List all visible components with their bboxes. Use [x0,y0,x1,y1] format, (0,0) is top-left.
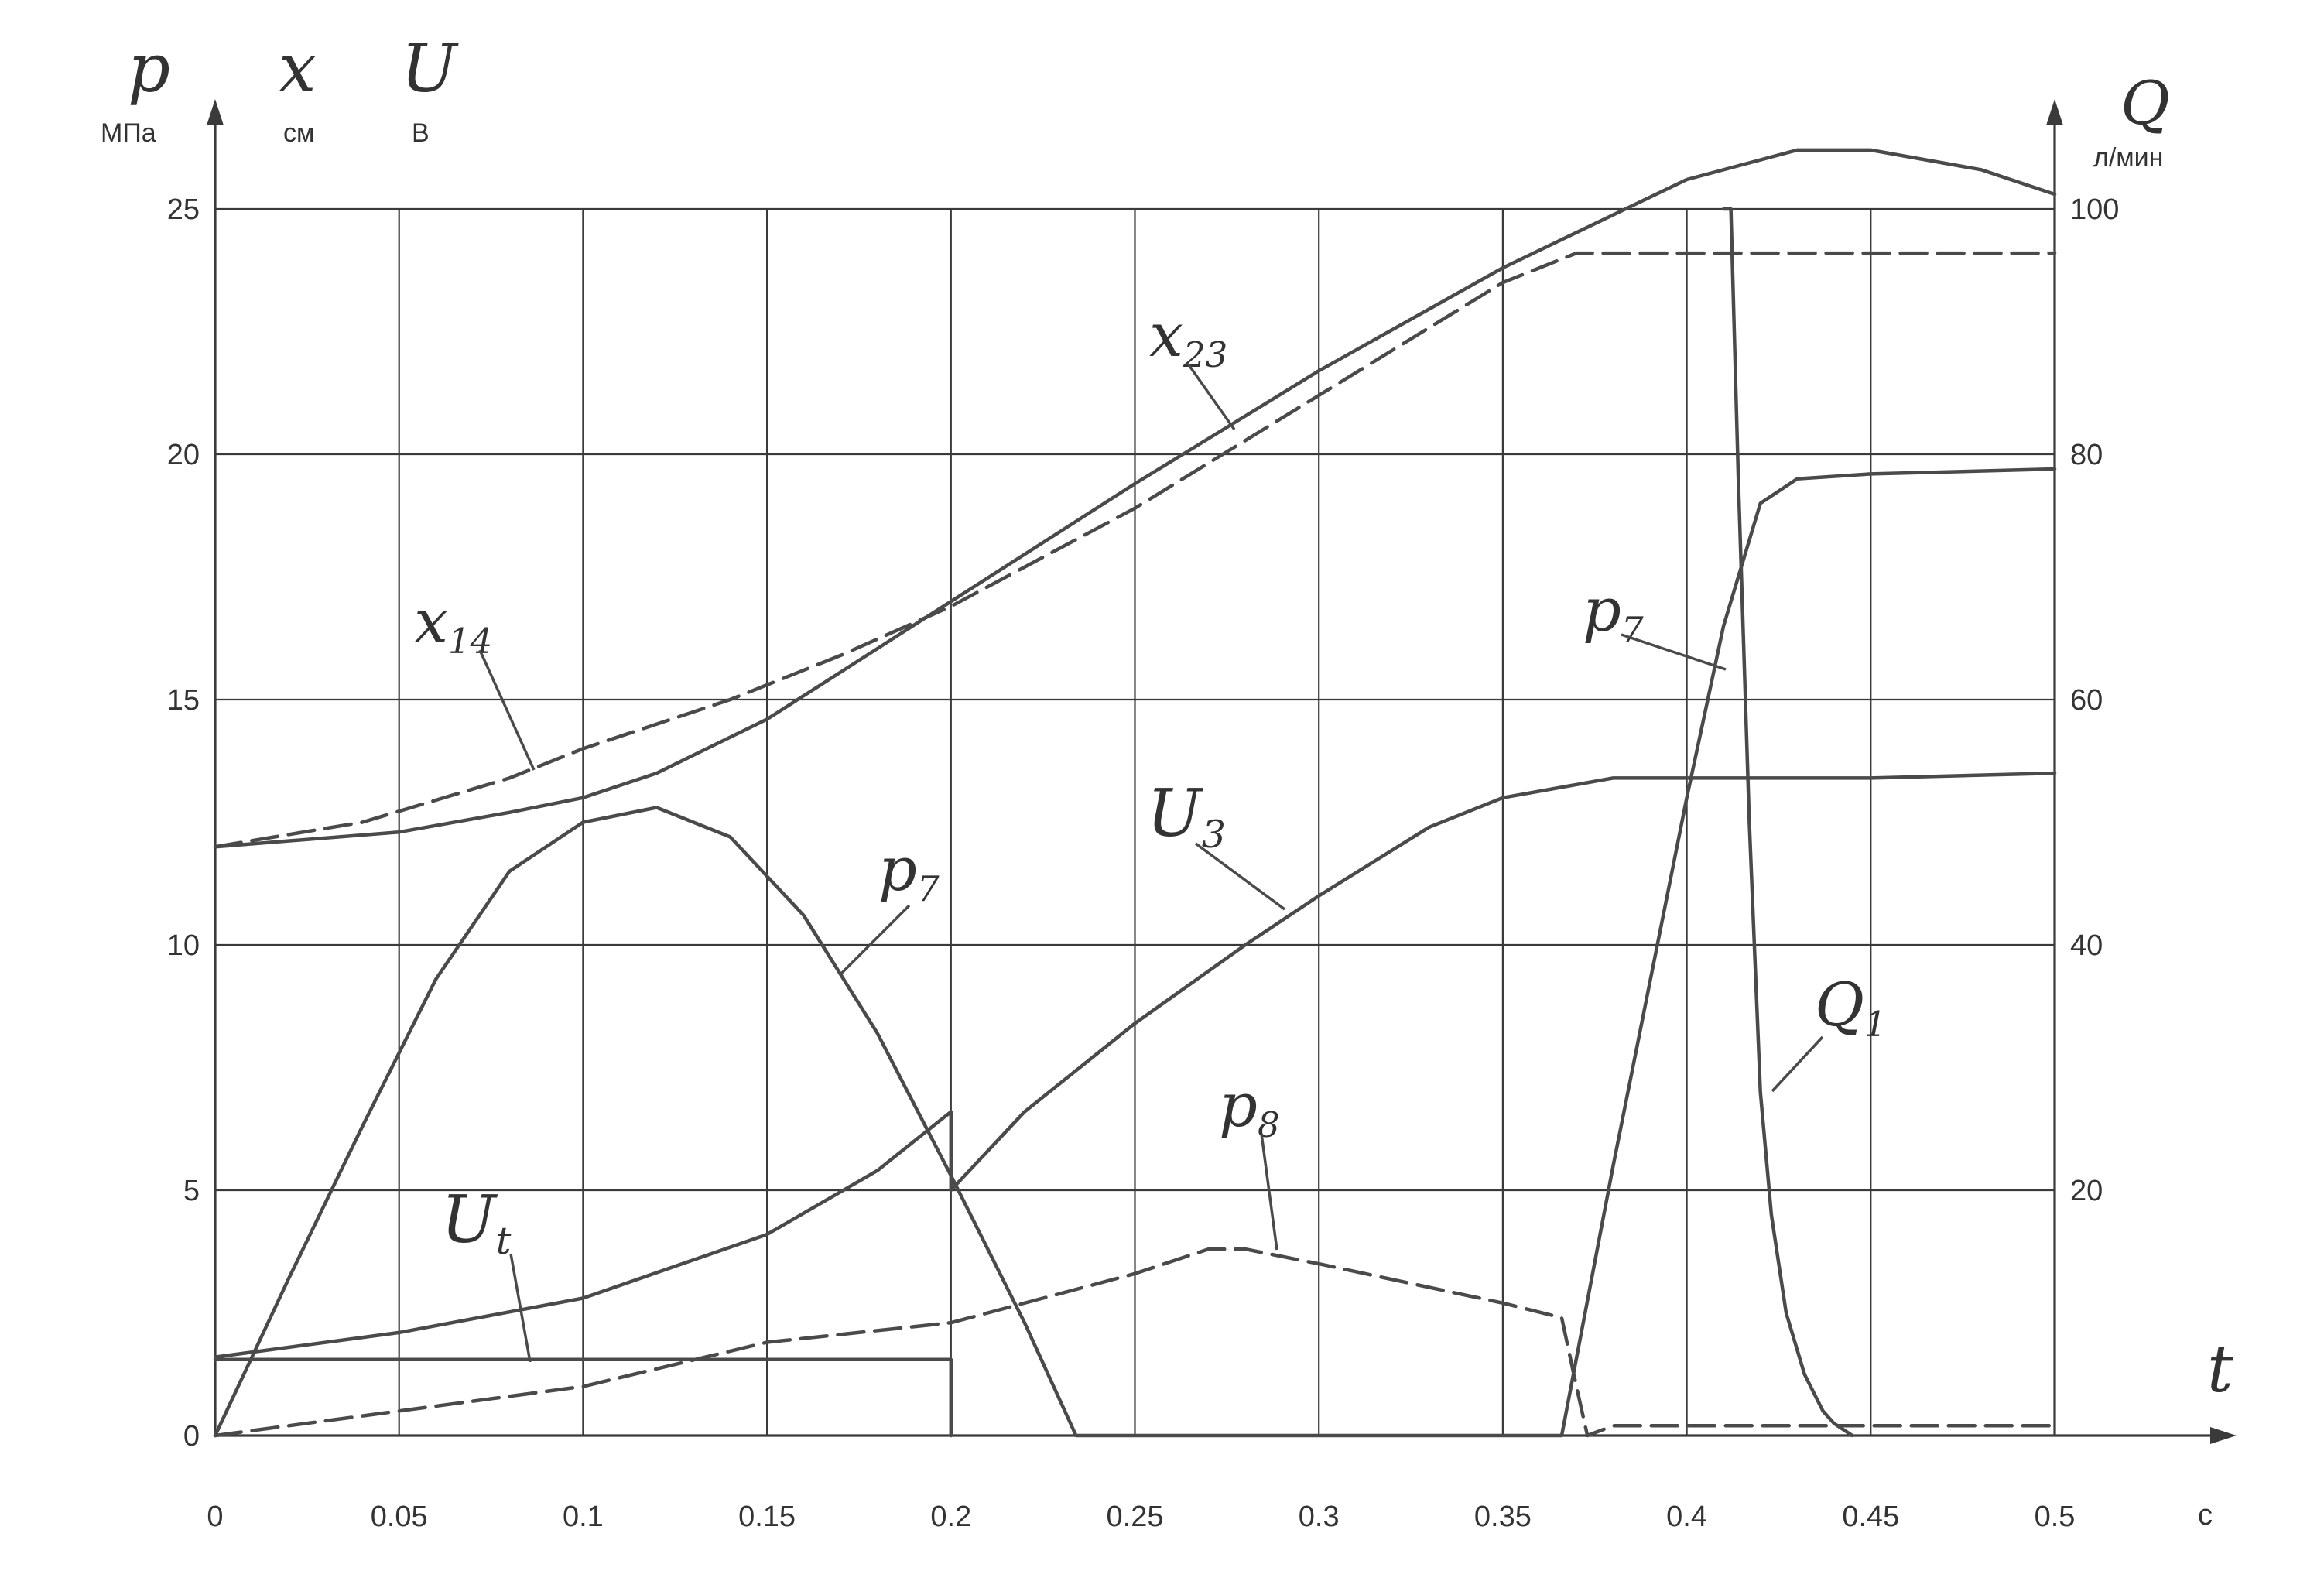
series-lines [213,148,2057,1438]
curve-label-leader [478,649,536,771]
curve-label: x23 [1149,301,1227,375]
left-axis-unit-x: см [283,118,314,148]
curve-label: U3 [1147,775,1226,857]
x-tick-label: 0.35 [1474,1501,1532,1533]
curve-label-leader [1771,1035,1824,1093]
curve-label-leader [1186,362,1236,431]
left-axis-title-p: p [128,30,170,108]
curve-label: x14 [414,587,492,662]
series-line-p8 [213,1247,2057,1438]
right-axis-arrow [2046,99,2063,125]
right-tick-label: 20 [2070,1175,2103,1207]
curve-annotations: x23 x14 p7 U3 p7 Q1 p8 Ut [414,301,1887,1363]
curve-label: p8 [1219,1071,1280,1145]
right-axis-unit-q: л/мин [2093,143,2163,173]
curve-label: Ut [441,1182,512,1263]
x-axis-title-t: t [2207,1331,2233,1407]
right-tick-label: 60 [2070,684,2103,717]
left-axis-title-x: x [279,30,317,108]
right-axis-title-q: Q [2120,69,2170,139]
x-tick-label: 0.25 [1107,1501,1164,1533]
x-tick-label: 0 [207,1501,223,1533]
left-axis-title-u: U [401,30,459,108]
x-tick-label: 0.05 [371,1501,428,1533]
left-axis-unit-p: МПа [101,118,156,148]
axis-titles: p МПа x см U В Q л/мин t с [101,30,2233,1532]
left-axis-arrow [207,99,224,125]
curve-label-leader [1260,1133,1278,1251]
series-line-ut [213,1357,953,1438]
chart-grid [215,207,2056,1436]
left-axis-unit-u: В [412,118,430,148]
right-tick-label: 80 [2070,439,2103,471]
curve-label-leader [1621,633,1727,671]
curve-label: Q1 [1815,970,1887,1045]
curve-label-leader [509,1253,532,1363]
curve-label: p7 [878,835,940,909]
curve-label: p7 [1583,576,1644,650]
left-tick-label: 10 [167,929,200,962]
x-axis-unit: с [2198,1499,2213,1532]
tick-labels: 0 0.05 0.1 0.15 0.2 0.25 0.3 0.35 0.4 0.45 0.5 0 5 10… [167,193,2120,1533]
curve-label-leader [838,904,911,977]
x-tick-label: 0.4 [1666,1501,1707,1533]
series-line-q1 [1721,207,1854,1438]
x-tick-label: 0.2 [930,1501,971,1533]
x-tick-label: 0.1 [563,1501,604,1533]
series-line-x14 [213,251,2057,849]
right-tick-label: 100 [2070,193,2119,226]
x-tick-label: 0.15 [738,1501,796,1533]
left-tick-label: 15 [167,684,200,717]
x-tick-label: 0.45 [1842,1501,1899,1533]
left-tick-label: 0 [183,1420,200,1453]
series-line-u3 [213,771,2057,1359]
curve-label-leader [1194,842,1286,911]
x-axis-arrow [2210,1427,2237,1444]
left-tick-label: 20 [167,439,200,471]
series-line-x23 [213,148,2057,849]
left-tick-label: 5 [183,1175,200,1207]
left-tick-label: 25 [167,193,200,226]
x-tick-label: 0.5 [2035,1501,2076,1533]
right-tick-label: 40 [2070,929,2103,962]
x-tick-label: 0.3 [1299,1501,1340,1533]
